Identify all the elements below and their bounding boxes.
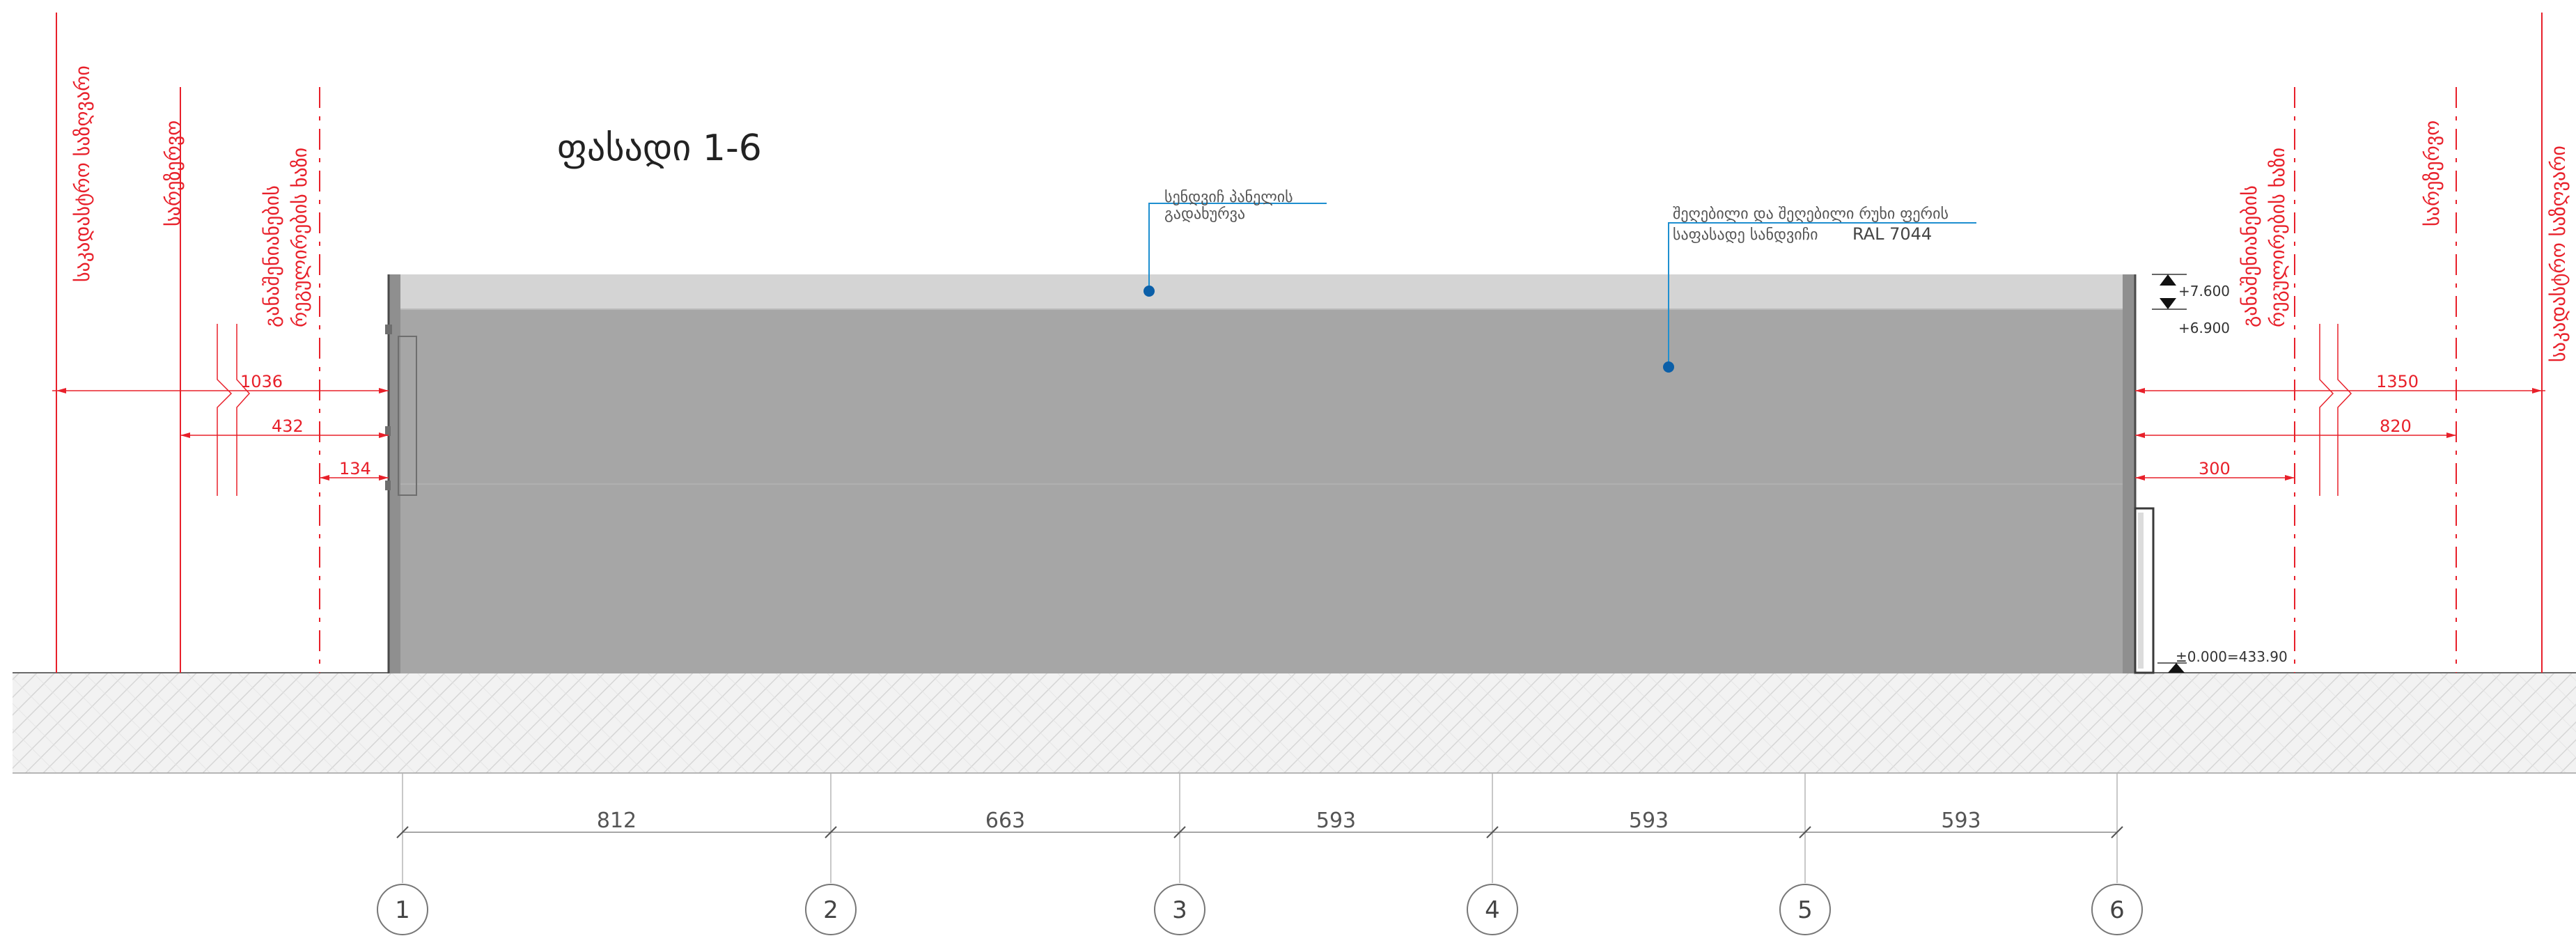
side-panel [398,336,417,496]
roof-note-line2: გადახურვა [1164,205,1245,223]
wall-note-ral: RAL 7044 [1852,224,1932,244]
axis-span-label: 593 [1316,809,1356,833]
dim-right-820: 820 [2380,416,2412,436]
level-top: +7.600 [2178,283,2230,299]
right-boundary-label: საკადასტრო საზღვარი [2547,146,2570,362]
dim-left-432: 432 [272,416,304,436]
axis-tick [825,826,837,838]
axis-span-label: 812 [597,809,637,833]
right-fire-label-1: განაშენიანების [2238,185,2261,327]
axis-span-label: 593 [1629,809,1669,833]
axis-bubble-5: 5 [1779,884,1831,935]
axis-label: 4 [1485,896,1500,924]
axis-tick [1173,826,1186,838]
axis-span-label: 593 [1941,809,1981,833]
left-fire-label-1: განაშენიანების [260,185,283,327]
door-right [2134,507,2155,674]
wall-note-line1: შეღებილი და შეღებილი რუხი ფერის [1673,205,1949,223]
right-parapet [2123,274,2135,673]
axis-label: 6 [2109,896,2125,924]
axis-bubble-6: 6 [2091,884,2143,935]
axis-label: 2 [823,896,838,924]
left-fire-label-2: რეგულირების ხაზი [288,148,311,327]
dim-right-300: 300 [2199,459,2231,478]
roof-band [400,274,2123,309]
dim-right-1350: 1350 [2376,372,2419,391]
axis-tick [1799,826,1811,838]
right-fire-label-2: რეგულირების ხაზი [2266,148,2289,327]
axis-bubble-4: 4 [1467,884,1518,935]
red-dimension-labels: 1036 432 134 1350 820 300 [240,372,2419,478]
axis-bubble-2: 2 [805,884,857,935]
left-reserve-label: სარეზერვო [162,120,185,226]
dim-left-134: 134 [339,459,371,478]
left-parapet [389,274,400,673]
axis-span-label: 663 [985,809,1025,833]
level-eave: +6.900 [2178,320,2230,336]
roof-marker [1143,286,1155,297]
regulation-lines [52,13,2545,673]
axis-tick [396,826,409,838]
axis-grid: 812 663 593 593 593 1 2 3 4 5 6 [377,773,2143,935]
building-facade [385,274,2155,674]
wall-marker [1663,361,1674,373]
left-boundary-label: საკადასტრო საზღვარი [71,65,94,282]
ground [13,672,2576,774]
vertical-labels: საკადასტრო საზღვარი სარეზერვო განაშენიან… [71,65,2570,362]
axis-tick [2111,826,2123,838]
axis-tick [1486,826,1499,838]
level-ground: ±0.000=433.90 [2176,648,2288,665]
annotations: სენდვიჩ პანელის გადახურვა შეღებილი და შე… [1143,189,1976,373]
wall-note-line2: საფასადე სანდვიჩი [1673,226,1818,244]
drawing-title: ფასადი 1-6 [557,127,762,169]
right-reserve-label: სარეზერვო [2421,120,2444,226]
dim-left-1036: 1036 [240,372,283,391]
level-markers: +7.600 +6.900 ±0.000=433.90 [2152,274,2288,673]
axis-label: 5 [1797,896,1813,924]
axis-label: 3 [1172,896,1187,924]
axis-bubble-3: 3 [1154,884,1205,935]
axis-bubble-1: 1 [377,884,428,935]
axis-label: 1 [395,896,410,924]
roof-note-line1: სენდვიჩ პანელის [1164,189,1293,206]
